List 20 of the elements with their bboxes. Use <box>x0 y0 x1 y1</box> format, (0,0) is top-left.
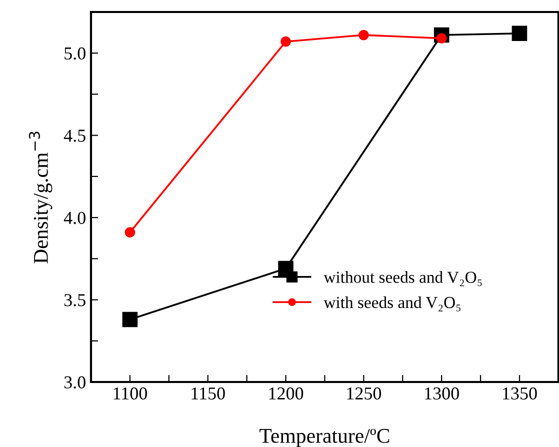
x-tick-label: 1150 <box>192 387 225 400</box>
x-axis-title: Temperature/ºC <box>260 428 390 447</box>
legend-label: with seeds and V₂O₅ <box>324 296 460 312</box>
point <box>124 227 136 238</box>
y-tick-label: 4.0 <box>64 212 86 224</box>
x-tick-label: 1350 <box>503 387 537 400</box>
point <box>280 36 291 47</box>
x-tick-label: 1250 <box>347 387 382 400</box>
point <box>122 312 138 328</box>
y-tick-label: 4.5 <box>64 130 86 142</box>
y-tick-label: 3.5 <box>64 294 86 306</box>
y-axis-title: Density/g.cm$^{−3}$ <box>28 132 52 264</box>
x-tick-label: 1100 <box>114 387 147 400</box>
point <box>512 26 528 42</box>
point <box>358 30 369 40</box>
y-tick-label: 5.0 <box>64 47 86 60</box>
y-tick-label: 3.0 <box>64 376 86 389</box>
x-tick-label: 1300 <box>425 387 459 400</box>
legend-label: without seeds and V₂O₅ <box>324 271 482 286</box>
x-tick-label: 1200 <box>269 387 304 400</box>
